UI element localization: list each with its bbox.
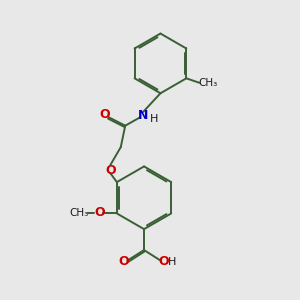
Text: O: O (119, 256, 129, 268)
Text: H: H (149, 114, 158, 124)
Text: O: O (100, 108, 110, 122)
Text: H: H (168, 257, 176, 267)
Text: N: N (138, 109, 148, 122)
Text: O: O (105, 164, 116, 177)
Text: CH₃: CH₃ (70, 208, 89, 218)
Text: O: O (94, 206, 105, 219)
Text: CH₃: CH₃ (198, 78, 218, 88)
Text: O: O (159, 256, 169, 268)
